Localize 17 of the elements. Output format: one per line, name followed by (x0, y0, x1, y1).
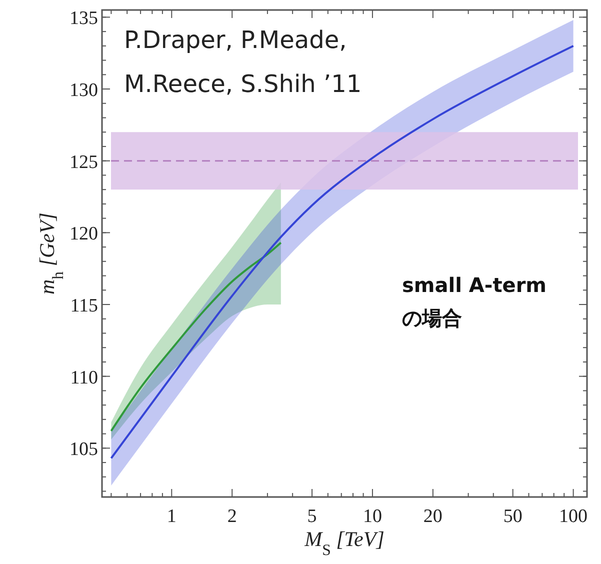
x-tick-label: 2 (227, 506, 237, 527)
x-tick-label: 20 (423, 506, 442, 527)
x-tick-label: 10 (362, 506, 382, 527)
y-tick-label: 130 (70, 80, 98, 102)
annotation: P.Draper, P.Meade, M.Reece, S.Shih ’11 (124, 26, 362, 98)
y-tick-label: 125 (70, 152, 98, 173)
y-tick-label: 115 (70, 296, 98, 316)
y-tick-label: 110 (70, 367, 98, 388)
x-axis-title: M$_{S}$ [TeV] (304, 527, 384, 558)
y-tick-label: 135 (70, 8, 98, 30)
annotation: small A-term の場合 (402, 273, 547, 330)
y-tick-label: 120 (70, 224, 98, 245)
x-tick-label: 100 (559, 506, 588, 527)
x-tick-label: 5 (307, 506, 317, 527)
x-tick-label: 1 (166, 506, 176, 527)
y-tick-label: 105 (70, 439, 98, 460)
x-tick-label: 50 (503, 506, 522, 527)
